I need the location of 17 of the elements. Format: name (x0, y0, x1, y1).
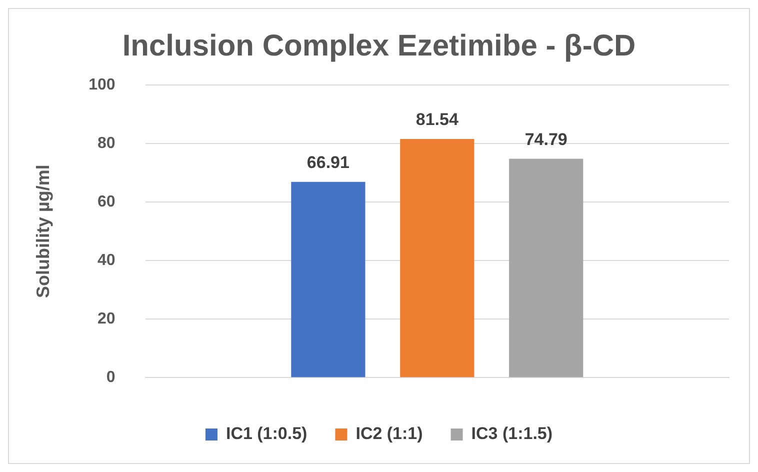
legend-label: IC2 (1:1) (356, 424, 423, 444)
legend-label: IC3 (1:1.5) (471, 424, 553, 444)
y-tick-label: 40 (98, 252, 116, 269)
y-tick-label: 20 (98, 310, 116, 328)
y-tick-label: 60 (98, 193, 116, 210)
bar (291, 182, 366, 378)
legend-label: IC1 (1:0.5) (226, 424, 308, 444)
y-tick-label: 100 (88, 76, 116, 94)
data-label: 81.54 (416, 110, 459, 130)
bar (400, 139, 474, 378)
y-axis-title: Solubility µg/ml (32, 164, 53, 298)
bar (509, 158, 584, 378)
chart-title: Inclusion Complex Ezetimibe - β-CD (122, 29, 636, 62)
y-tick-label: 80 (98, 134, 116, 152)
y-tick-label: 0 (106, 369, 116, 386)
data-label: 66.91 (306, 153, 350, 172)
data-label: 74.79 (524, 130, 568, 149)
